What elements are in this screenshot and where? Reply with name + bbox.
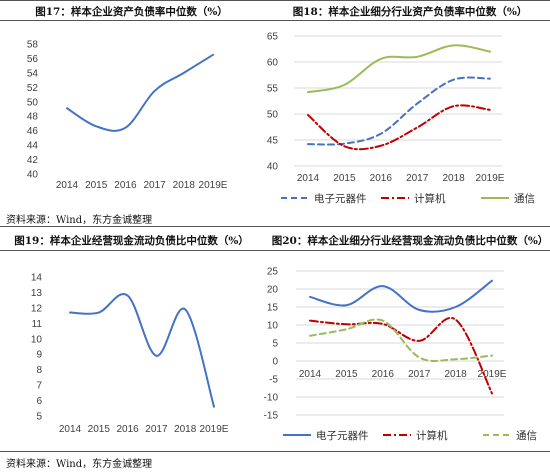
y-tick-label: 40	[267, 162, 279, 173]
legend-label: 计算机	[416, 429, 448, 442]
x-tick-label: 2015	[88, 424, 111, 435]
x-tick-label: 2016	[370, 173, 393, 184]
y-tick-label: 20	[267, 285, 279, 296]
y-tick-label: 12	[31, 303, 43, 314]
x-tick-label: 2015	[85, 180, 108, 191]
x-tick-label: 2018	[173, 180, 196, 191]
x-tick-label: 2014	[59, 424, 82, 435]
y-tick-label: 50	[267, 110, 279, 121]
y-tick-label: 65	[267, 32, 279, 43]
x-tick-label: 2017	[143, 180, 166, 191]
x-tick-label: 2016	[114, 180, 137, 191]
y-tick-label: -5	[269, 375, 278, 386]
title-rule-middle-lower	[0, 250, 550, 251]
y-tick-label: 15	[267, 303, 279, 314]
x-tick-label: 2019E	[478, 369, 507, 380]
y-tick-label: 54	[27, 68, 39, 79]
y-tick-label: 10	[267, 321, 279, 332]
y-tick-label: 14	[31, 273, 43, 284]
y-tick-label: 45	[267, 136, 279, 147]
source-note-top: 资料来源：Wind，东方金诚整理	[6, 215, 153, 226]
legend-label: 通信	[516, 430, 537, 442]
x-tick-label: 2014	[297, 173, 320, 184]
x-tick-label: 2018	[442, 173, 465, 184]
y-tick-label: 11	[32, 319, 43, 330]
x-tick-label: 2014	[299, 369, 322, 380]
y-tick-label: 40	[27, 170, 39, 181]
y-tick-label: 50	[27, 97, 39, 108]
y-tick-label: 10	[31, 334, 43, 345]
y-tick-label: 9	[36, 350, 42, 361]
series-line-1	[309, 279, 493, 313]
series-line-2	[307, 104, 491, 151]
x-tick-label: 2016	[372, 369, 395, 380]
y-tick-label: 7	[36, 381, 42, 392]
y-tick-label: 25	[267, 267, 279, 278]
x-tick-label: 2019E	[199, 180, 228, 191]
y-tick-label: 8	[36, 365, 42, 376]
chart20-title: 图20：样本企业细分行业经营现金流动负债比中位数（%）	[271, 235, 549, 247]
title-rule-middle	[0, 226, 550, 227]
top-rule	[0, 0, 550, 1]
x-tick-label: 2017	[145, 424, 168, 435]
y-tick-label: 60	[267, 58, 279, 69]
legend-label: 通信	[514, 193, 535, 205]
title-rule-top	[0, 20, 550, 21]
x-tick-label: 2018	[174, 424, 197, 435]
series-line-1	[69, 293, 215, 408]
y-tick-label: 44	[27, 141, 39, 152]
y-tick-label: -15	[264, 411, 279, 422]
y-tick-label: 5	[36, 412, 42, 423]
chart17-title: 图17：样本企业资产负债率中位数（%）	[35, 6, 228, 18]
y-tick-label: 48	[27, 112, 39, 123]
series-line-3	[307, 44, 491, 94]
legend-label: 计算机	[414, 192, 446, 205]
x-tick-label: 2017	[408, 369, 431, 380]
series-line-1	[66, 53, 214, 132]
x-tick-label: 2019E	[476, 173, 505, 184]
legend-label: 电子元器件	[316, 429, 369, 442]
legend-label: 电子元器件	[314, 192, 367, 205]
y-tick-label: 0	[272, 357, 278, 368]
y-tick-label: 52	[27, 83, 39, 94]
y-tick-label: 56	[27, 54, 39, 65]
x-tick-label: 2019E	[200, 424, 229, 435]
y-tick-label: 13	[31, 288, 43, 299]
series-line-2	[309, 316, 493, 395]
y-tick-label: 55	[267, 84, 279, 95]
y-tick-label: -10	[264, 393, 279, 404]
series-line-3	[309, 318, 493, 362]
source-note-bottom: 资料来源：Wind，东方金诚整理	[6, 459, 153, 470]
bottom-rule	[0, 451, 550, 452]
y-tick-label: 5	[272, 339, 278, 350]
x-tick-label: 2015	[335, 369, 358, 380]
y-tick-label: 46	[27, 126, 39, 137]
chart18-title: 图18：样本企业细分行业资产负债率中位数（%）	[292, 6, 528, 18]
x-tick-label: 2014	[56, 180, 79, 191]
chart19-title: 图19：样本企业经营现金流动负债比中位数（%）	[14, 235, 249, 247]
x-tick-label: 2018	[444, 369, 467, 380]
x-tick-label: 2015	[333, 173, 356, 184]
y-tick-label: 6	[36, 396, 42, 407]
y-tick-label: 42	[27, 155, 39, 166]
y-tick-label: 58	[27, 40, 39, 51]
x-tick-label: 2016	[116, 424, 139, 435]
x-tick-label: 2017	[406, 173, 429, 184]
